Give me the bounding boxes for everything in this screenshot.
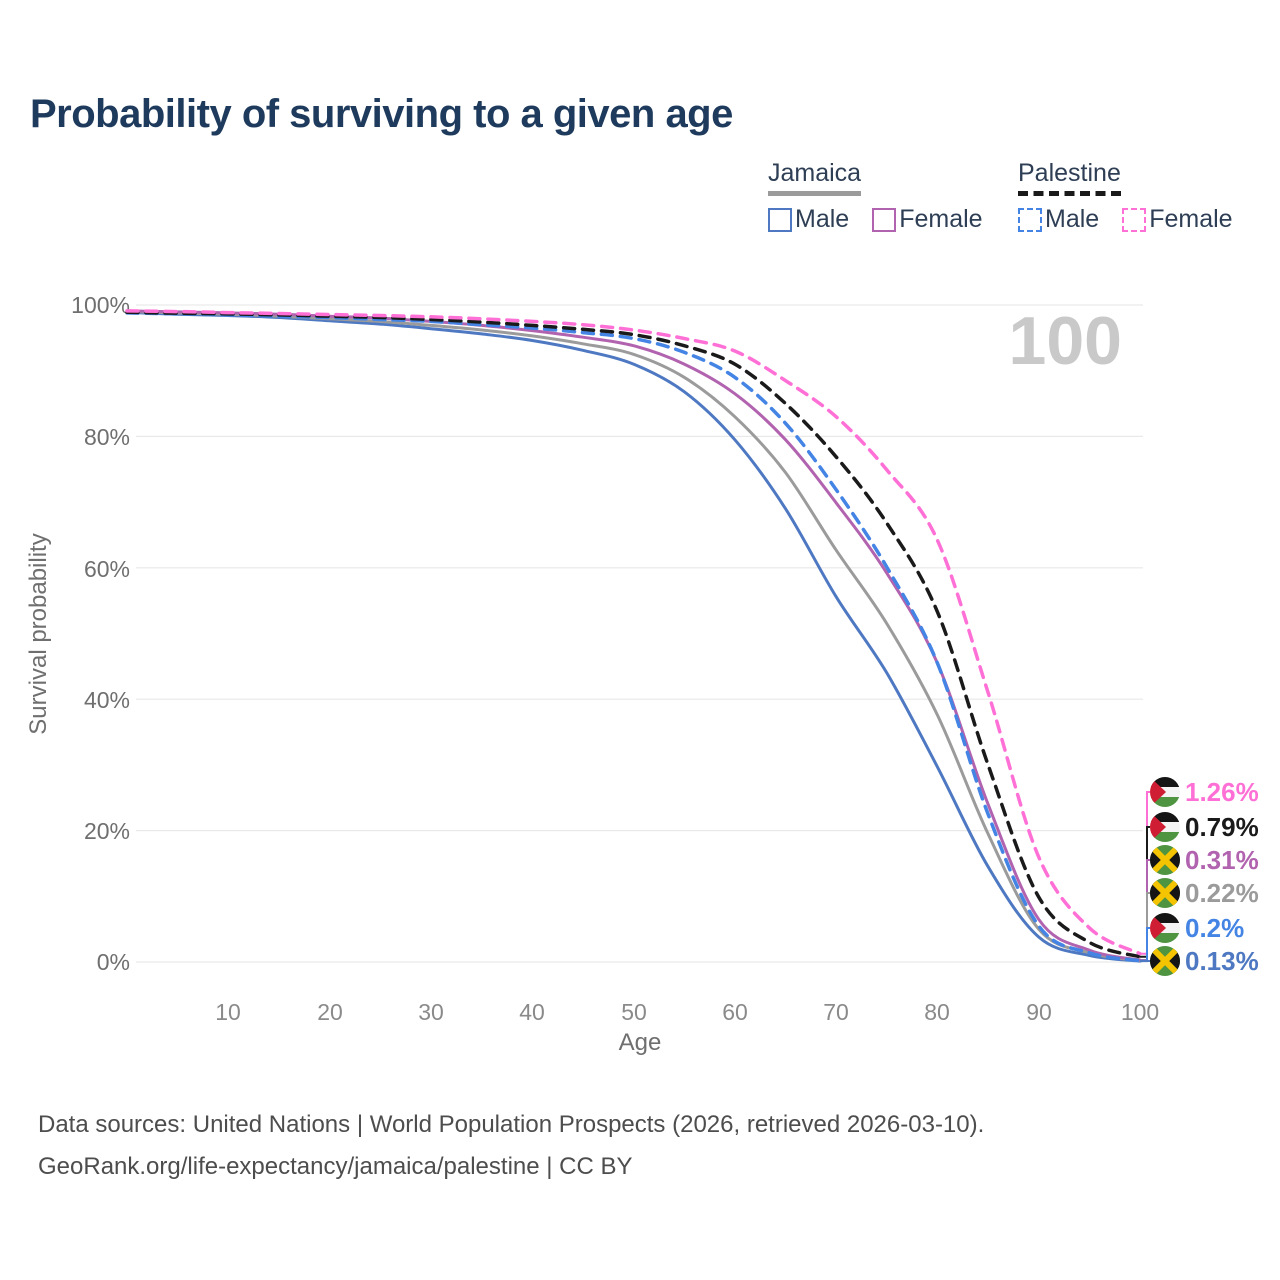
x-tick: 100 xyxy=(1121,999,1159,1025)
jamaica-flag-icon xyxy=(1150,845,1180,875)
legend-item-jamaica-female[interactable]: Female xyxy=(872,205,983,233)
series-end-label: 0.22% xyxy=(1150,877,1259,909)
x-tick: 60 xyxy=(722,999,748,1025)
legend-item-label: Male xyxy=(1045,205,1100,233)
curve-jamaica-both-sexes[interactable] xyxy=(125,310,1142,963)
curve-jamaica-male[interactable] xyxy=(125,310,1142,963)
legend-header-palestine[interactable]: Palestine xyxy=(1018,160,1121,196)
legend-item-label: Male xyxy=(795,205,850,233)
palestine-female-line-swatch xyxy=(1122,207,1147,232)
curve-jamaica-female[interactable] xyxy=(125,309,1142,962)
series-end-label: 0.13% xyxy=(1150,945,1259,977)
y-tick: 80% xyxy=(84,424,130,450)
y-gridlines xyxy=(136,304,1143,963)
jamaica-male-line-swatch xyxy=(768,207,792,232)
y-tick: 20% xyxy=(84,818,130,844)
series-end-label: 1.26% xyxy=(1150,776,1259,808)
attribution-link: GeoRank.org/life-expectancy/jamaica/pale… xyxy=(38,1153,633,1180)
jamaica-female-line-swatch xyxy=(872,207,897,232)
series-end-label: 0.31% xyxy=(1150,844,1259,876)
palestine-flag-icon xyxy=(1150,812,1180,842)
page-title: Probability of surviving to a given age xyxy=(30,92,733,136)
y-tick: 100% xyxy=(71,292,130,318)
end-label-value: 0.31% xyxy=(1185,844,1259,875)
jamaica-flag-icon xyxy=(1150,946,1180,976)
jamaica-flag-icon xyxy=(1150,878,1180,908)
legend-header-jamaica[interactable]: Jamaica xyxy=(768,160,862,196)
x-tick: 50 xyxy=(621,999,647,1025)
legend-item-label: Female xyxy=(1149,205,1233,233)
x-tick: 90 xyxy=(1026,999,1052,1025)
palestine-male-line-swatch xyxy=(1018,207,1042,232)
end-label-value: 0.2% xyxy=(1185,912,1245,943)
palestine-flag-icon xyxy=(1150,777,1180,807)
series-end-label: 0.2% xyxy=(1150,912,1244,944)
end-label-value: 1.26% xyxy=(1185,776,1259,807)
legend-item-palestine-female[interactable]: Female xyxy=(1122,205,1233,233)
x-tick: 80 xyxy=(924,999,950,1025)
legend-item-label: Female xyxy=(899,205,983,233)
x-tick: 20 xyxy=(317,999,343,1025)
x-tick: 30 xyxy=(418,999,444,1025)
age-watermark: 100 xyxy=(1009,303,1122,379)
legend-item-palestine-male[interactable]: Male xyxy=(1018,207,1099,232)
y-tick: 0% xyxy=(97,949,130,975)
y-tick: 40% xyxy=(84,687,130,713)
y-axis-title: Survival probability xyxy=(25,533,52,734)
curve-palestine-female[interactable] xyxy=(125,309,1142,956)
x-tick: 10 xyxy=(215,999,241,1025)
curve-palestine-male[interactable] xyxy=(125,311,1142,963)
end-label-value: 0.79% xyxy=(1185,811,1259,842)
data-sources-note: Data sources: United Nations | World Pop… xyxy=(38,1111,985,1138)
end-label-value: 0.22% xyxy=(1185,877,1259,908)
end-label-value: 0.13% xyxy=(1185,945,1259,976)
y-tick: 60% xyxy=(84,556,130,582)
x-axis-tick-labels: 10 20 30 40 50 60 70 80 90 100 xyxy=(215,999,1159,1025)
legend-group-jamaica: Jamaica Male Female xyxy=(768,160,983,232)
chart-footer: Data sources: United Nations | World Pop… xyxy=(38,1104,984,1188)
x-tick: 40 xyxy=(519,999,545,1025)
survival-curves xyxy=(125,309,1142,963)
series-end-label: 0.79% xyxy=(1150,811,1259,843)
curve-palestine-both-sexes[interactable] xyxy=(125,310,1142,959)
x-axis-title: Age xyxy=(619,1029,662,1056)
legend-group-palestine: Palestine Male Female xyxy=(1018,160,1233,232)
palestine-flag-icon xyxy=(1150,913,1180,943)
x-tick: 70 xyxy=(823,999,849,1025)
y-axis-tick-labels: 0% 20% 40% 60% 80% 100% xyxy=(71,292,130,975)
legend-item-jamaica-male[interactable]: Male xyxy=(768,207,849,232)
